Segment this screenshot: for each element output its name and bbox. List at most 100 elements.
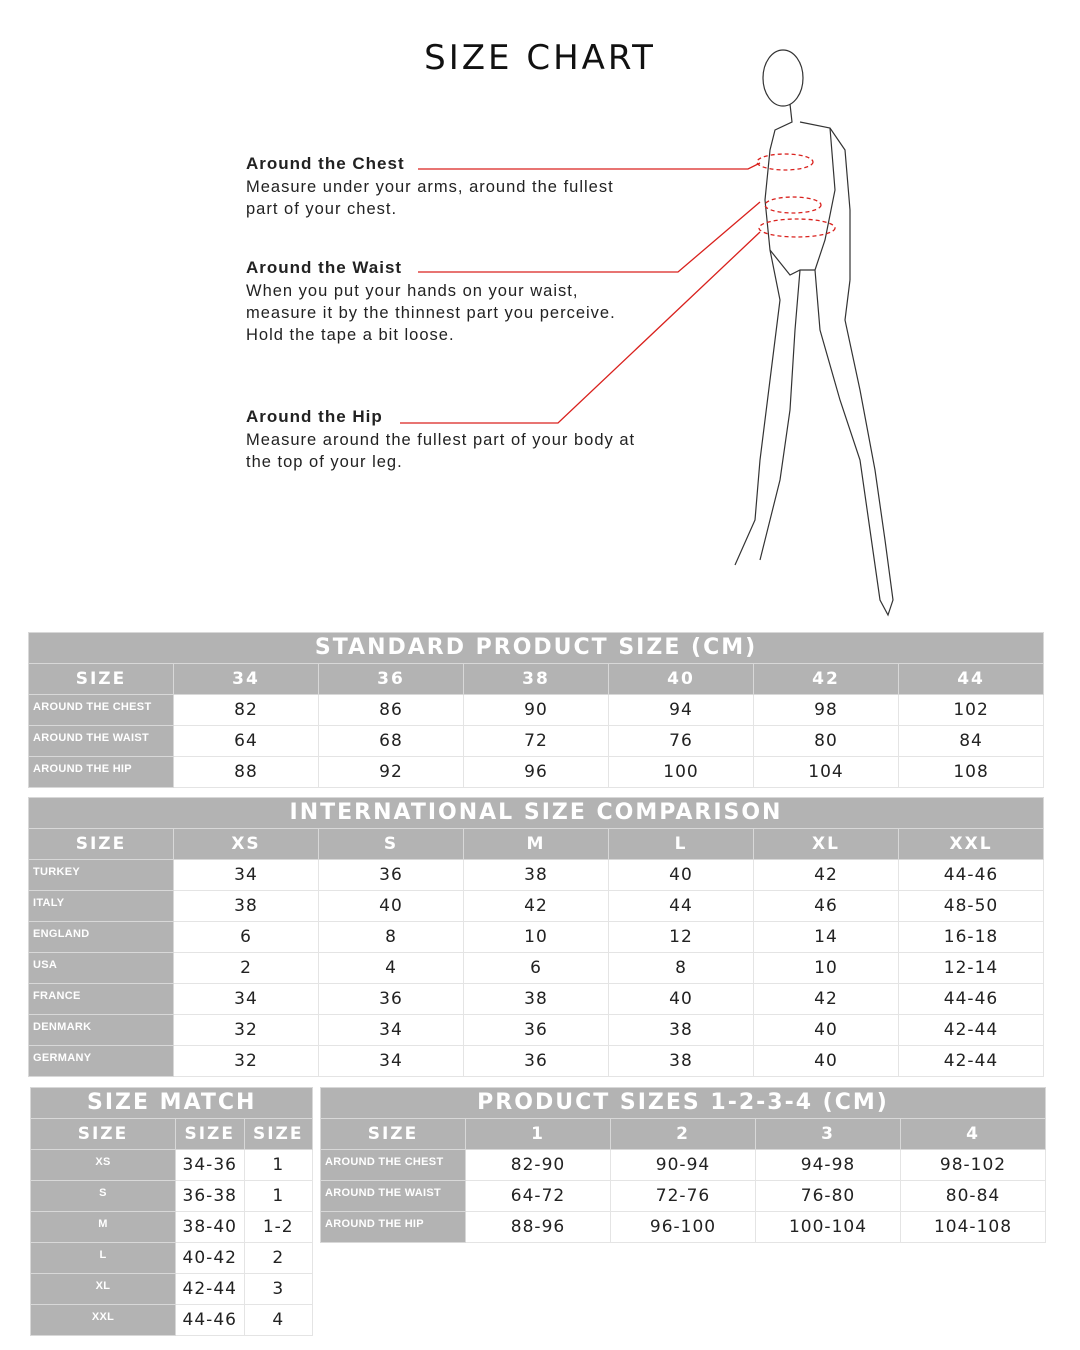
table-title-row: SIZE MATCH <box>30 1087 313 1119</box>
table-cell: 104-108 <box>900 1211 1046 1243</box>
table-cell: 64 <box>173 725 319 757</box>
table-title: SIZE MATCH <box>30 1087 313 1119</box>
standard-size-table: STANDARD PRODUCT SIZE (CM) SIZE 34 36 38 40 42… <box>27 632 1045 788</box>
table-row: XS 34-36 1 <box>30 1149 313 1181</box>
body-figure-illustration <box>400 49 894 617</box>
table-row: M 38-40 1-2 <box>30 1211 313 1243</box>
table-cell: 68 <box>318 725 464 757</box>
waist-label: Around the Waist <box>246 258 403 277</box>
product-sizes-table: PRODUCT SIZES 1-2-3-4 (CM) SIZE 1 2 3 4 AROUND… <box>320 1087 1046 1243</box>
table-cell: 6 <box>463 952 609 984</box>
table-cell: 40 <box>318 890 464 922</box>
chest-measurement-guide: Around the Chest Measure under your arms… <box>246 154 646 220</box>
table-cell: 3 <box>243 1273 313 1305</box>
hip-description: Measure around the fullest part of your … <box>246 431 636 471</box>
column-header: SIZE <box>320 1118 466 1150</box>
table-cell: 1-2 <box>243 1211 313 1243</box>
table-row: S 36-38 1 <box>30 1180 313 1212</box>
table-row: TURKEY 34 36 38 40 42 44-46 <box>28 859 1045 891</box>
column-header: 38 <box>463 663 609 695</box>
international-size-table: INTERNATIONAL SIZE COMPARISON SIZE XS S M L XL… <box>27 797 1045 1077</box>
table-row: AROUND THE HIP 88-96 96-100 100-104 104-108 <box>320 1211 1046 1243</box>
row-label: DENMARK <box>28 1014 174 1046</box>
row-label: M <box>30 1211 176 1243</box>
column-header: SIZE <box>28 828 174 860</box>
table-row: AROUND THE HIP 88 92 96 100 104 108 <box>28 756 1045 788</box>
table-cell: 34-36 <box>175 1149 245 1181</box>
table-cell: 34 <box>173 983 319 1015</box>
waist-description: When you put your hands on your waist, m… <box>246 282 616 344</box>
table-row: USA 2 4 6 8 10 12-14 <box>28 952 1045 984</box>
table-cell: 90 <box>463 694 609 726</box>
table-cell: 36 <box>463 1045 609 1077</box>
table-cell: 42 <box>463 890 609 922</box>
table-cell: 42-44 <box>897 1014 1045 1046</box>
table-cell: 12-14 <box>897 952 1045 984</box>
table-title: STANDARD PRODUCT SIZE (CM) <box>27 632 1045 664</box>
table-row: XXL 44-46 4 <box>30 1304 313 1336</box>
table-title: INTERNATIONAL SIZE COMPARISON <box>27 797 1045 829</box>
table-cell: 44-46 <box>897 859 1045 891</box>
table-cell: 38 <box>463 983 609 1015</box>
table-cell: 96-100 <box>610 1211 756 1243</box>
page-title: SIZE CHART <box>424 38 656 78</box>
table-cell: 38-40 <box>175 1211 245 1243</box>
table-cell: 48-50 <box>897 890 1045 922</box>
table-cell: 76 <box>608 725 754 757</box>
table-header-row: SIZE 34 36 38 40 42 44 <box>28 663 1045 695</box>
table-cell: 46 <box>753 890 899 922</box>
column-header: XXL <box>897 828 1045 860</box>
table-row: ITALY 38 40 42 44 46 48-50 <box>28 890 1045 922</box>
column-header: SIZE <box>28 663 174 695</box>
table-cell: 2 <box>173 952 319 984</box>
row-label: AROUND THE WAIST <box>320 1180 466 1212</box>
table-row: L 40-42 2 <box>30 1242 313 1274</box>
row-label: FRANCE <box>28 983 174 1015</box>
table-cell: 42-44 <box>175 1273 245 1305</box>
row-label: XXL <box>30 1304 176 1336</box>
table-cell: 4 <box>243 1304 313 1336</box>
row-label: ENGLAND <box>28 921 174 953</box>
table-cell: 38 <box>463 859 609 891</box>
table-cell: 40 <box>753 1045 899 1077</box>
hip-label: Around the Hip <box>246 407 383 426</box>
table-cell: 44 <box>608 890 754 922</box>
table-cell: 34 <box>318 1014 464 1046</box>
table-row: GERMANY 32 34 36 38 40 42-44 <box>28 1045 1045 1077</box>
column-header: M <box>463 828 609 860</box>
table-cell: 96 <box>463 756 609 788</box>
table-cell: 94 <box>608 694 754 726</box>
table-cell: 82 <box>173 694 319 726</box>
table-cell: 72-76 <box>610 1180 756 1212</box>
table-cell: 4 <box>318 952 464 984</box>
column-header: 42 <box>753 663 899 695</box>
column-header: 44 <box>897 663 1045 695</box>
table-cell: 102 <box>897 694 1045 726</box>
table-cell: 44-46 <box>175 1304 245 1336</box>
table-cell: 42-44 <box>897 1045 1045 1077</box>
table-cell: 104 <box>753 756 899 788</box>
table-cell: 8 <box>608 952 754 984</box>
table-cell: 100-104 <box>755 1211 901 1243</box>
table-cell: 36 <box>318 859 464 891</box>
table-cell: 10 <box>463 921 609 953</box>
table-cell: 88-96 <box>465 1211 611 1243</box>
table-cell: 72 <box>463 725 609 757</box>
table-cell: 88 <box>173 756 319 788</box>
column-header: XS <box>173 828 319 860</box>
row-label: ITALY <box>28 890 174 922</box>
row-label: TURKEY <box>28 859 174 891</box>
table-cell: 14 <box>753 921 899 953</box>
table-cell: 90-94 <box>610 1149 756 1181</box>
column-header: 2 <box>610 1118 756 1150</box>
table-title-row: PRODUCT SIZES 1-2-3-4 (CM) <box>320 1087 1046 1119</box>
column-header: 36 <box>318 663 464 695</box>
table-header-row: SIZE 1 2 3 4 <box>320 1118 1046 1150</box>
table-cell: 92 <box>318 756 464 788</box>
table-cell: 98-102 <box>900 1149 1046 1181</box>
table-cell: 38 <box>608 1014 754 1046</box>
table-cell: 100 <box>608 756 754 788</box>
row-label: S <box>30 1180 176 1212</box>
column-header: XL <box>753 828 899 860</box>
